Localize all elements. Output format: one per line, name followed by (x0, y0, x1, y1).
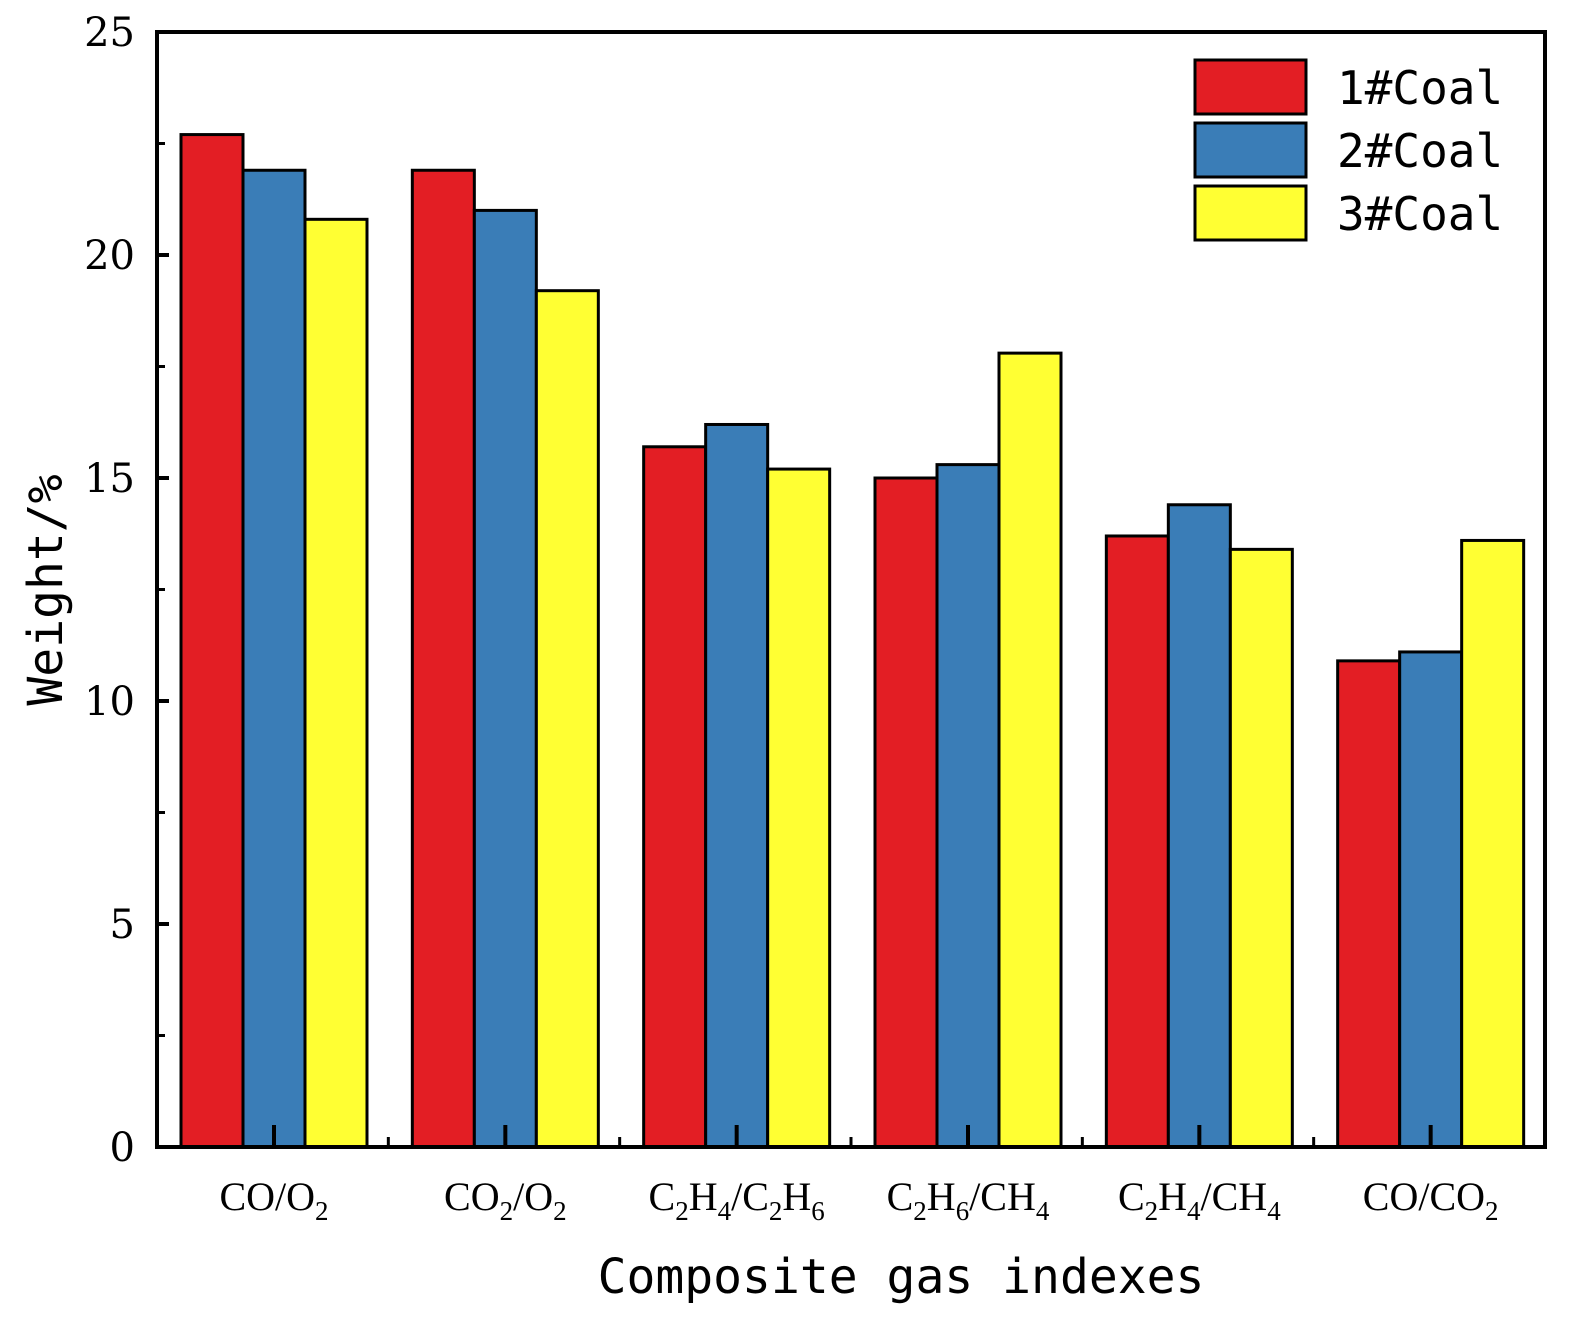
bar-2Coal-6 (1398, 650, 1464, 1149)
bar-3Coal-1 (303, 217, 369, 1149)
x-tick-label: C2H4/C2H6 (649, 1174, 825, 1226)
legend-label-3Coal: 3#Coal (1337, 187, 1503, 241)
bar-1Coal-4 (873, 476, 939, 1149)
bar-2Coal-4 (935, 463, 1001, 1149)
bar-1Coal-5 (1104, 534, 1170, 1149)
legend-swatch-1Coal (1193, 58, 1308, 116)
bars-layer (179, 133, 1526, 1149)
y-tick-label: 10 (84, 679, 135, 725)
bar-1Coal-2 (410, 168, 476, 1149)
y-tick-label: 20 (84, 233, 135, 279)
legend-swatch-2Coal (1193, 121, 1308, 179)
bar-3Coal-6 (1460, 538, 1526, 1149)
x-tick-label: CO2/O2 (444, 1174, 567, 1226)
y-axis-title: Weight/% (18, 474, 74, 705)
axes-layer (155, 30, 1547, 1149)
y-tick-label: 15 (84, 456, 135, 502)
x-tick-label: C2H4/CH4 (1118, 1174, 1281, 1226)
y-tick-label: 25 (84, 10, 135, 56)
legend-label-1Coal: 1#Coal (1337, 61, 1503, 115)
x-tick-label: C2H6/CH4 (887, 1174, 1050, 1226)
legend: 1#Coal 2#Coal 3#Coal (1193, 58, 1503, 242)
bar-3Coal-3 (766, 467, 832, 1149)
bar-1Coal-1 (179, 133, 245, 1149)
legend-label-2Coal: 2#Coal (1337, 124, 1503, 178)
y-tick-label: 0 (110, 1125, 135, 1171)
bar-3Coal-2 (534, 289, 600, 1149)
bar-2Coal-5 (1166, 503, 1232, 1149)
x-tick-label: CO/CO2 (1363, 1174, 1499, 1226)
bar-3Coal-4 (997, 351, 1063, 1149)
legend-swatch-3Coal (1193, 184, 1308, 242)
x-axis-title: Composite gas indexes (598, 1249, 1205, 1305)
bar-1Coal-3 (642, 445, 708, 1149)
bar-3Coal-5 (1228, 547, 1294, 1149)
y-tick-label: 5 (110, 902, 135, 948)
bar-2Coal-3 (704, 422, 770, 1149)
bar-2Coal-2 (472, 208, 538, 1149)
bar-2Coal-1 (241, 168, 307, 1149)
labels-layer: 0 5 10 15 20 25 CO/O2 CO2/O2 C2H4/C2H6 C2H6/CH4 C2… (18, 10, 1499, 1305)
x-tick-label: CO/O2 (219, 1174, 328, 1226)
bar-1Coal-6 (1336, 659, 1402, 1149)
